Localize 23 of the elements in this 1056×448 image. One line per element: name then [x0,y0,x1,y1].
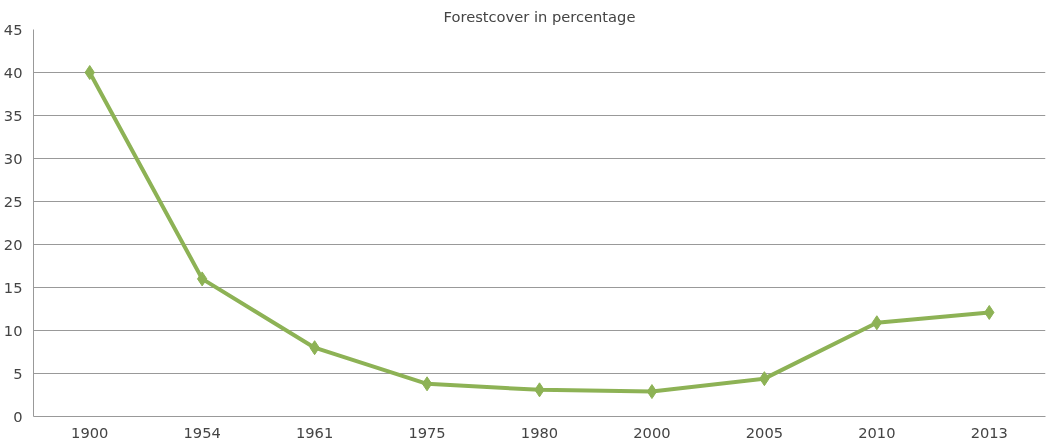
y-tick-label: 10 [3,321,23,339]
y-tick-label: 40 [3,63,23,81]
x-tick-label: 1954 [183,423,221,441]
point [646,384,658,400]
x-tick-label: 2010 [858,423,896,441]
x-tick-label: 2005 [745,423,784,441]
x-tick-label: 2013 [970,423,1008,441]
point [84,65,95,80]
point [421,376,433,392]
y-tick-label: 15 [3,278,23,296]
x-tick-label: 1975 [408,423,446,441]
y-tick-label: 5 [13,364,23,382]
chart-title: Forestcover in percentage [443,7,636,25]
y-tick-label: 0 [13,407,23,425]
x-tick-label: 1980 [520,423,559,441]
y-tick-label: 20 [3,235,23,253]
y-tick-label: 35 [3,106,23,124]
y-tick-label: 25 [3,192,23,210]
x-tick-label: 2000 [633,423,671,441]
y-tick-label: 45 [3,20,23,38]
y-tick-label: 30 [3,149,23,167]
x-tick-label: 1961 [295,423,334,441]
x-tick-label: 1900 [71,423,109,441]
